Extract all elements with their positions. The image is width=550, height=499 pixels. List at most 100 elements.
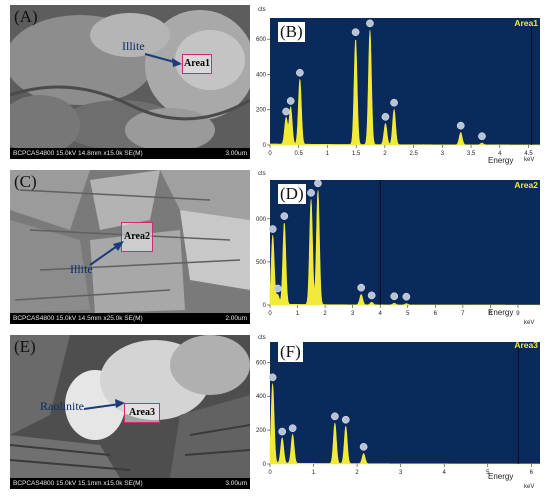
panel-label-f: (F) (278, 342, 303, 362)
xunit-f: keV (524, 484, 535, 490)
panel-label-a: (A) (14, 7, 38, 26)
spectrum-svg-b: 0 200 400 600 0 0.5 1 1.5 2 2.5 3 3.5 4 4.5 (256, 18, 541, 157)
area-label-b: Area1 (514, 18, 538, 28)
peak-marker (331, 412, 339, 421)
mineral-label-e: Raolinite (40, 399, 84, 413)
y-tick-label: 400 (256, 394, 267, 400)
panel-label-b: (B) (278, 22, 305, 42)
peak-marker (278, 427, 287, 436)
peak-marker (351, 28, 360, 37)
ylabel-d: cts (258, 171, 266, 177)
area-label-f: Area3 (514, 340, 538, 350)
arrow-a (144, 53, 182, 67)
peak-marker (367, 291, 376, 300)
y-tick-label: 0 (263, 462, 267, 468)
peak-marker (359, 442, 368, 451)
area-box-c: Area2 (121, 222, 153, 252)
peak-marker (314, 179, 322, 188)
ylabel-b: cts (258, 7, 266, 13)
x-tick-label: 0 (268, 311, 272, 317)
x-tick-label: 4 (379, 311, 383, 317)
panel-label-d: (D) (278, 184, 306, 204)
peak-marker (390, 292, 399, 301)
peak-marker (280, 212, 289, 220)
plot-area (270, 18, 540, 145)
x-tick-label: 3 (399, 470, 403, 476)
x-tick-label: 6 (434, 311, 438, 317)
xlabel-f: Energy (488, 472, 514, 481)
x-tick-label: 4 (443, 470, 447, 476)
peak-marker (282, 107, 290, 116)
sem-info-e: BCPCAS4800 15.0kV 15.1mm x15.0k SE(M) (13, 480, 143, 487)
x-tick-label: 5 (406, 311, 410, 317)
spectrum-series (269, 29, 541, 146)
x-tick-label: 1.5 (352, 151, 361, 157)
panel-label-e: (E) (14, 337, 36, 356)
peak-marker (478, 132, 486, 141)
arrow-c (89, 241, 124, 266)
x-tick-label: 1 (326, 151, 330, 157)
peak-marker (366, 19, 374, 28)
peak-marker (268, 373, 277, 382)
sem-scale-c: 2.00um (225, 315, 247, 322)
spectrum-svg-d: 0 500 1000 0 1 2 3 4 5 6 7 8 9 (253, 179, 541, 317)
x-tick-label: 0.5 (295, 151, 304, 157)
x-tick-label: 8 (489, 311, 493, 317)
area-box-a: Area1 (182, 54, 212, 74)
y-tick-label: 1000 (256, 217, 267, 223)
peak-marker (390, 98, 398, 107)
eds-chart-d: 050010000123456789 cts (D) Area2 Energy … (253, 171, 548, 330)
x-tick-label: 2 (355, 470, 359, 476)
peak-marker (456, 121, 465, 130)
y-tick-label: 0 (263, 143, 267, 149)
spectrum-series (269, 190, 541, 306)
xunit-d: keV (524, 320, 535, 326)
sem-info-c: BCPCAS4800 15.0kV 14.5mm x25.0k SE(M) (13, 315, 143, 322)
peak-marker (402, 292, 411, 301)
x-tick-label: 3 (441, 151, 445, 157)
peak-marker (381, 112, 390, 121)
y-tick-label: 0 (263, 303, 267, 309)
ylabel-f: cts (258, 335, 266, 341)
eds-chart-f: 0 200 400 600 0 1 2 3 4 5 6 cts (F) Area3 Energy k… (256, 335, 548, 494)
x-tick-label: 0 (268, 470, 272, 476)
area-box-e: Area3 (124, 403, 160, 423)
mineral-label-a: Illite (122, 39, 145, 53)
y-tick-label: 400 (256, 72, 267, 78)
sem-info-bar-c: BCPCAS4800 15.0kV 14.5mm x25.0k SE(M) 2.… (10, 313, 250, 324)
sem-image-e: (E) Raolinite Area3 BCPCAS4800 15.0kV 15… (10, 335, 250, 489)
x-tick-label: 7 (461, 311, 465, 317)
x-tick-label: 2 (383, 151, 387, 157)
sem-image-a: (A) Illite Area1 BCPCAS4800 15.0kV 14.8m… (10, 5, 250, 159)
xlabel-b: Energy (488, 156, 514, 165)
panel-label-c: (C) (14, 172, 37, 191)
peak-marker (341, 415, 350, 424)
sem-scale-e: 3.00um (225, 480, 247, 487)
x-tick-label: 1 (312, 470, 316, 476)
sem-info-bar-e: BCPCAS4800 15.0kV 15.1mm x15.0k SE(M) 3.… (10, 478, 250, 489)
x-tick-label: 5 (486, 470, 490, 476)
x-tick-label: 4 (498, 151, 502, 157)
peak-marker (357, 283, 366, 292)
peak-marker (268, 225, 277, 233)
spectrum-series (269, 383, 541, 465)
xlabel-d: Energy (488, 308, 514, 317)
x-tick-label: 9 (516, 311, 520, 317)
x-tick-label: 2.5 (409, 151, 418, 157)
y-tick-label: 200 (256, 428, 267, 434)
x-tick-label: 2 (323, 311, 327, 317)
peak-marker (273, 284, 282, 293)
peak-marker (307, 188, 315, 197)
xunit-b: keV (524, 157, 535, 163)
area-label-d: Area2 (514, 180, 538, 190)
arrow-e (83, 399, 125, 410)
plot-area (270, 342, 540, 464)
x-tick-label: 4.5 (524, 151, 533, 157)
y-tick-label: 600 (256, 360, 267, 366)
eds-chart-b: 0 200 400 600 0 0.5 1 1.5 2 2.5 3 3.5 4 4.5 cts (B) A… (256, 7, 548, 166)
peak-marker (288, 424, 297, 433)
sem-info-a: BCPCAS4800 15.0kV 14.8mm x15.0k SE(M) (13, 150, 143, 157)
peak-marker (296, 68, 304, 77)
x-tick-label: 3.5 (467, 151, 476, 157)
sem-scale-a: 3.00um (225, 150, 247, 157)
